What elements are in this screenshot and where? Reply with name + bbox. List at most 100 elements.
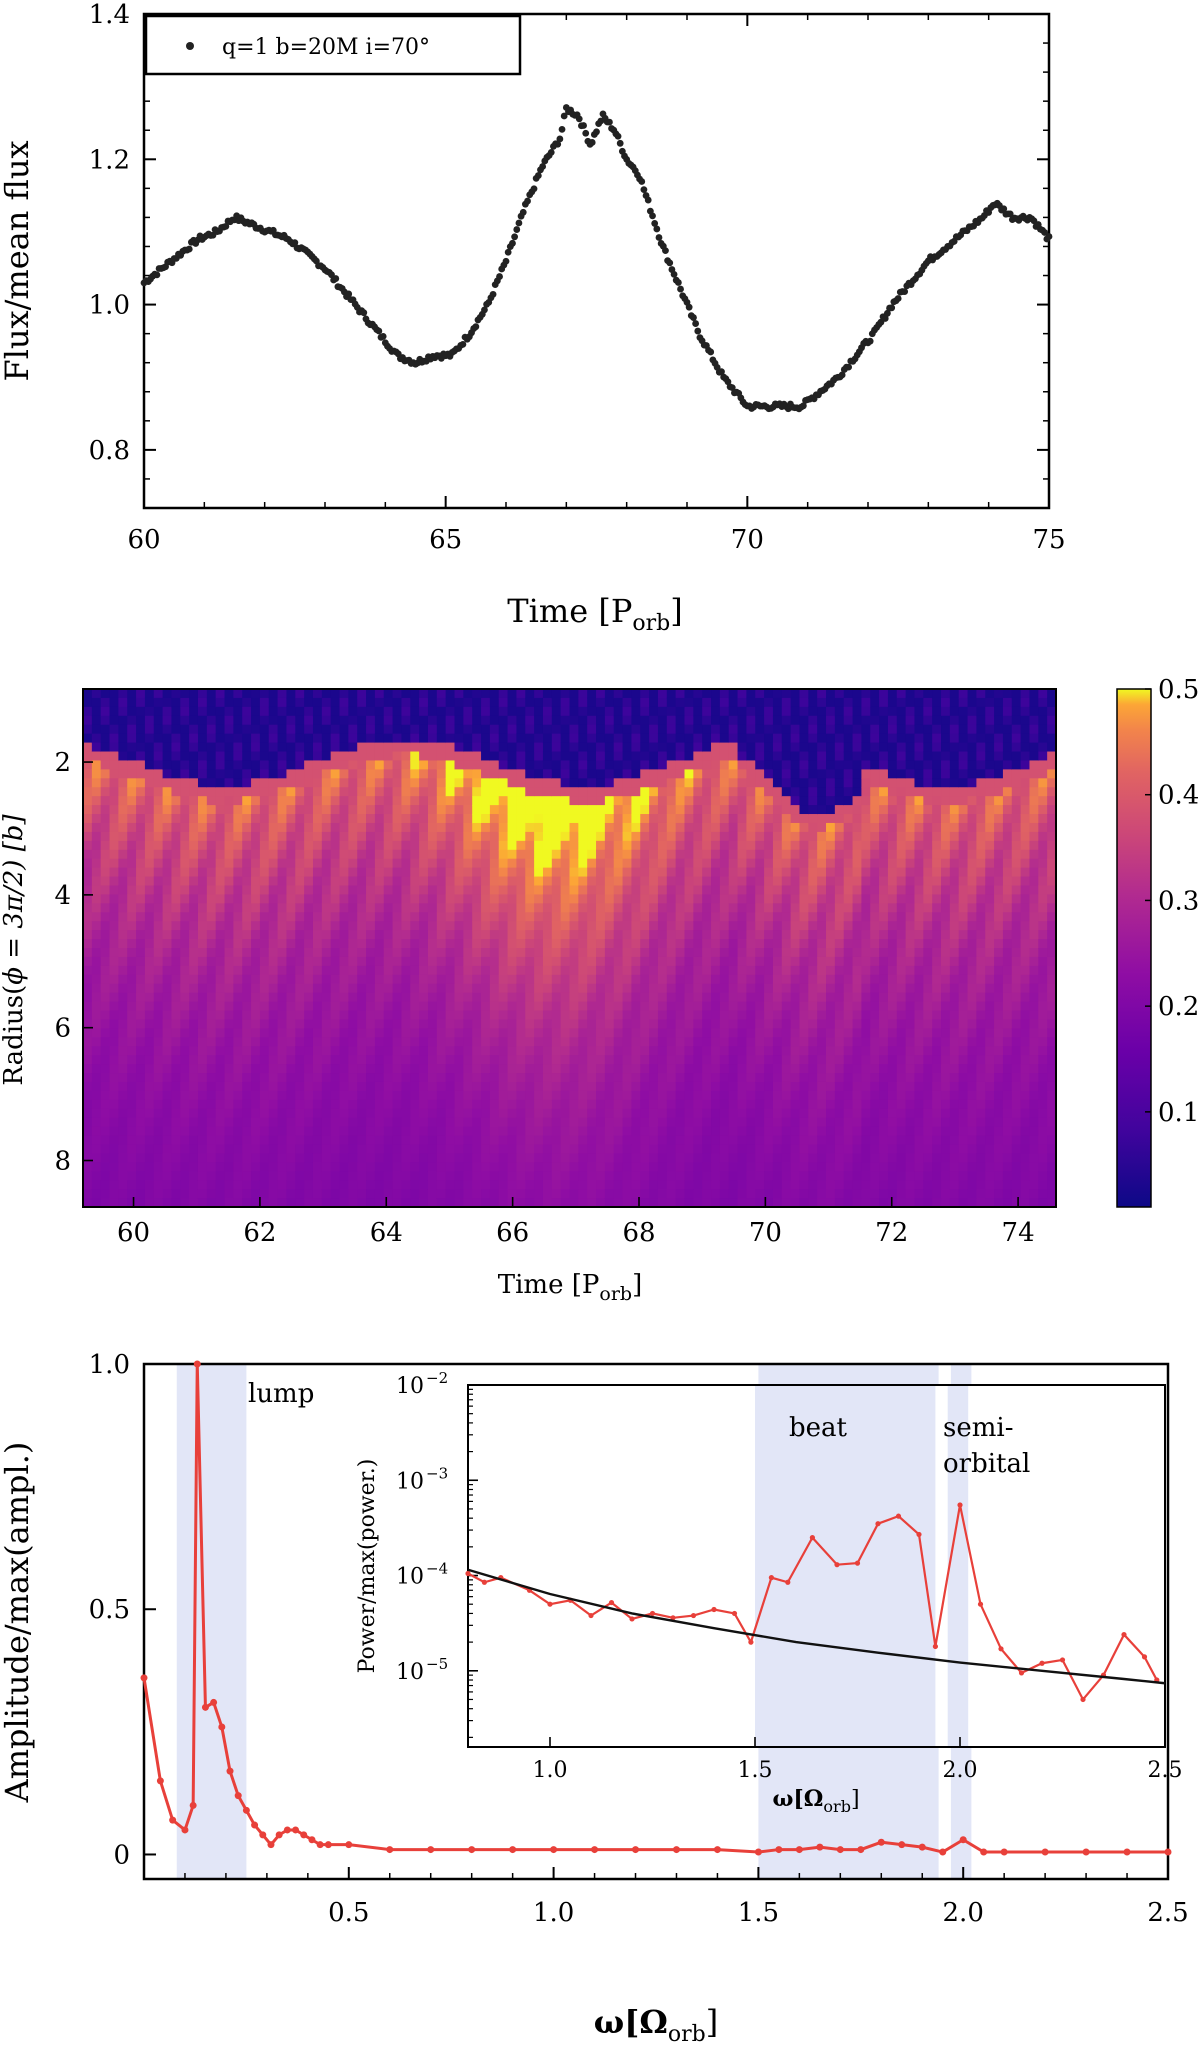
heatmap-cell [206, 956, 217, 967]
heatmap-cell [481, 742, 491, 753]
heatmap-cell [569, 769, 579, 779]
heatmap-cell [197, 1117, 208, 1128]
heatmap-cell [100, 822, 111, 833]
heatmap-cell [649, 983, 659, 994]
heatmap-cell [711, 751, 721, 762]
heatmap-cell [366, 1037, 376, 1047]
heatmap-cell [392, 1099, 403, 1110]
heatmap-cell [144, 1001, 155, 1012]
heatmap-cell [684, 1028, 694, 1038]
heatmap-cell [578, 831, 588, 842]
heatmap-cell [516, 1144, 526, 1155]
heatmap-cell [587, 1144, 597, 1155]
heatmap-cell [401, 1055, 411, 1065]
heatmap-cell [454, 760, 464, 770]
heatmap-cell [91, 885, 102, 896]
heatmap-cell [507, 1028, 518, 1038]
heatmap-cell [312, 1099, 323, 1110]
heatmap-cell [472, 992, 482, 1003]
heatmap-cell [737, 1189, 748, 1199]
heatmap-cell [755, 1189, 765, 1199]
heatmap-cell [162, 1037, 173, 1047]
heatmap-cell [516, 1126, 526, 1137]
heatmap-cell [304, 742, 314, 753]
heatmap-cell [472, 956, 482, 967]
heatmap-cell [569, 1019, 579, 1029]
heatmap-cell [312, 787, 323, 797]
heatmap-cell [463, 814, 473, 824]
heatmap-cell [542, 751, 553, 762]
flux-point [666, 259, 674, 267]
heatmap-cell [259, 1046, 270, 1056]
heatmap-cell [215, 1135, 226, 1146]
heatmap-cell [657, 805, 668, 815]
heatmap-cell [472, 939, 482, 949]
heatmap-cell [472, 778, 482, 788]
heatmap-cell [578, 1189, 588, 1199]
flux-point [375, 327, 383, 335]
heatmap-cell [366, 912, 376, 922]
heatmap-cell [153, 715, 164, 726]
heatmap-cell [622, 769, 633, 779]
heatmap-cell [472, 1171, 482, 1181]
heatmap-cell [631, 1117, 641, 1128]
heatmap-cell [268, 733, 279, 744]
heatmap-cell [215, 697, 226, 708]
heatmap-cell [436, 697, 447, 708]
heatmap-cell [560, 921, 571, 931]
heatmap-cell [578, 867, 588, 878]
heatmap-cell [551, 1135, 562, 1146]
heatmap-cell [507, 876, 518, 887]
heatmap-cell [136, 876, 146, 887]
heatmap-cell [357, 1171, 367, 1181]
heatmap-cell [631, 885, 641, 896]
heatmap-cell [259, 992, 270, 1003]
heatmap-cell [693, 1153, 703, 1163]
heatmap-cell [551, 1001, 562, 1012]
heatmap-cell [613, 689, 624, 699]
heatmap-cell [542, 1064, 553, 1074]
heatmap-cell [427, 894, 438, 904]
heatmap-cell [127, 903, 137, 913]
heatmap-cell [604, 697, 615, 708]
heatmap-cell [569, 778, 579, 788]
heatmap-cell [445, 778, 456, 788]
heatmap-cell [631, 1144, 641, 1155]
heatmap-cell [91, 849, 102, 860]
heatmap-cell [578, 1010, 588, 1021]
heatmap-cell [596, 894, 606, 904]
heatmap-cell [631, 822, 641, 833]
heatmap-cell [304, 724, 314, 735]
flux-point [332, 275, 340, 282]
heatmap-cell [525, 1099, 535, 1110]
heatmap-cell [206, 1099, 217, 1110]
heatmap-cell [436, 1010, 447, 1021]
heatmap-cell [144, 697, 155, 708]
heatmap-cell [728, 858, 739, 869]
heatmap-cell [737, 1055, 748, 1065]
heatmap-cell [180, 1198, 190, 1208]
heatmap-cell [259, 1171, 270, 1181]
heatmap-cell [534, 1153, 544, 1163]
heatmap-cell [286, 974, 296, 985]
heatmap-cell [719, 1028, 730, 1038]
heatmap-cell [693, 992, 703, 1003]
heatmap-cell [197, 814, 208, 824]
heatmap-cell [180, 840, 190, 851]
heatmap-cell [180, 1001, 190, 1012]
heatmap-cell [728, 1073, 739, 1083]
heatmap-cell [516, 983, 526, 994]
heatmap-cell [596, 805, 606, 815]
heatmap-cell [224, 1064, 234, 1074]
heatmap-cell [516, 796, 526, 806]
heatmap-cell [321, 689, 332, 699]
heatmap-cell [83, 983, 93, 994]
heatmap-cell [534, 796, 544, 806]
heatmap-cell [534, 939, 544, 949]
heatmap-cell [91, 733, 102, 744]
heatmap-cell [410, 894, 420, 904]
heatmap-cell [162, 822, 173, 833]
heatmap-cell [472, 1028, 482, 1038]
heatmap-cell [286, 697, 296, 708]
heatmap-cell [569, 1028, 579, 1038]
